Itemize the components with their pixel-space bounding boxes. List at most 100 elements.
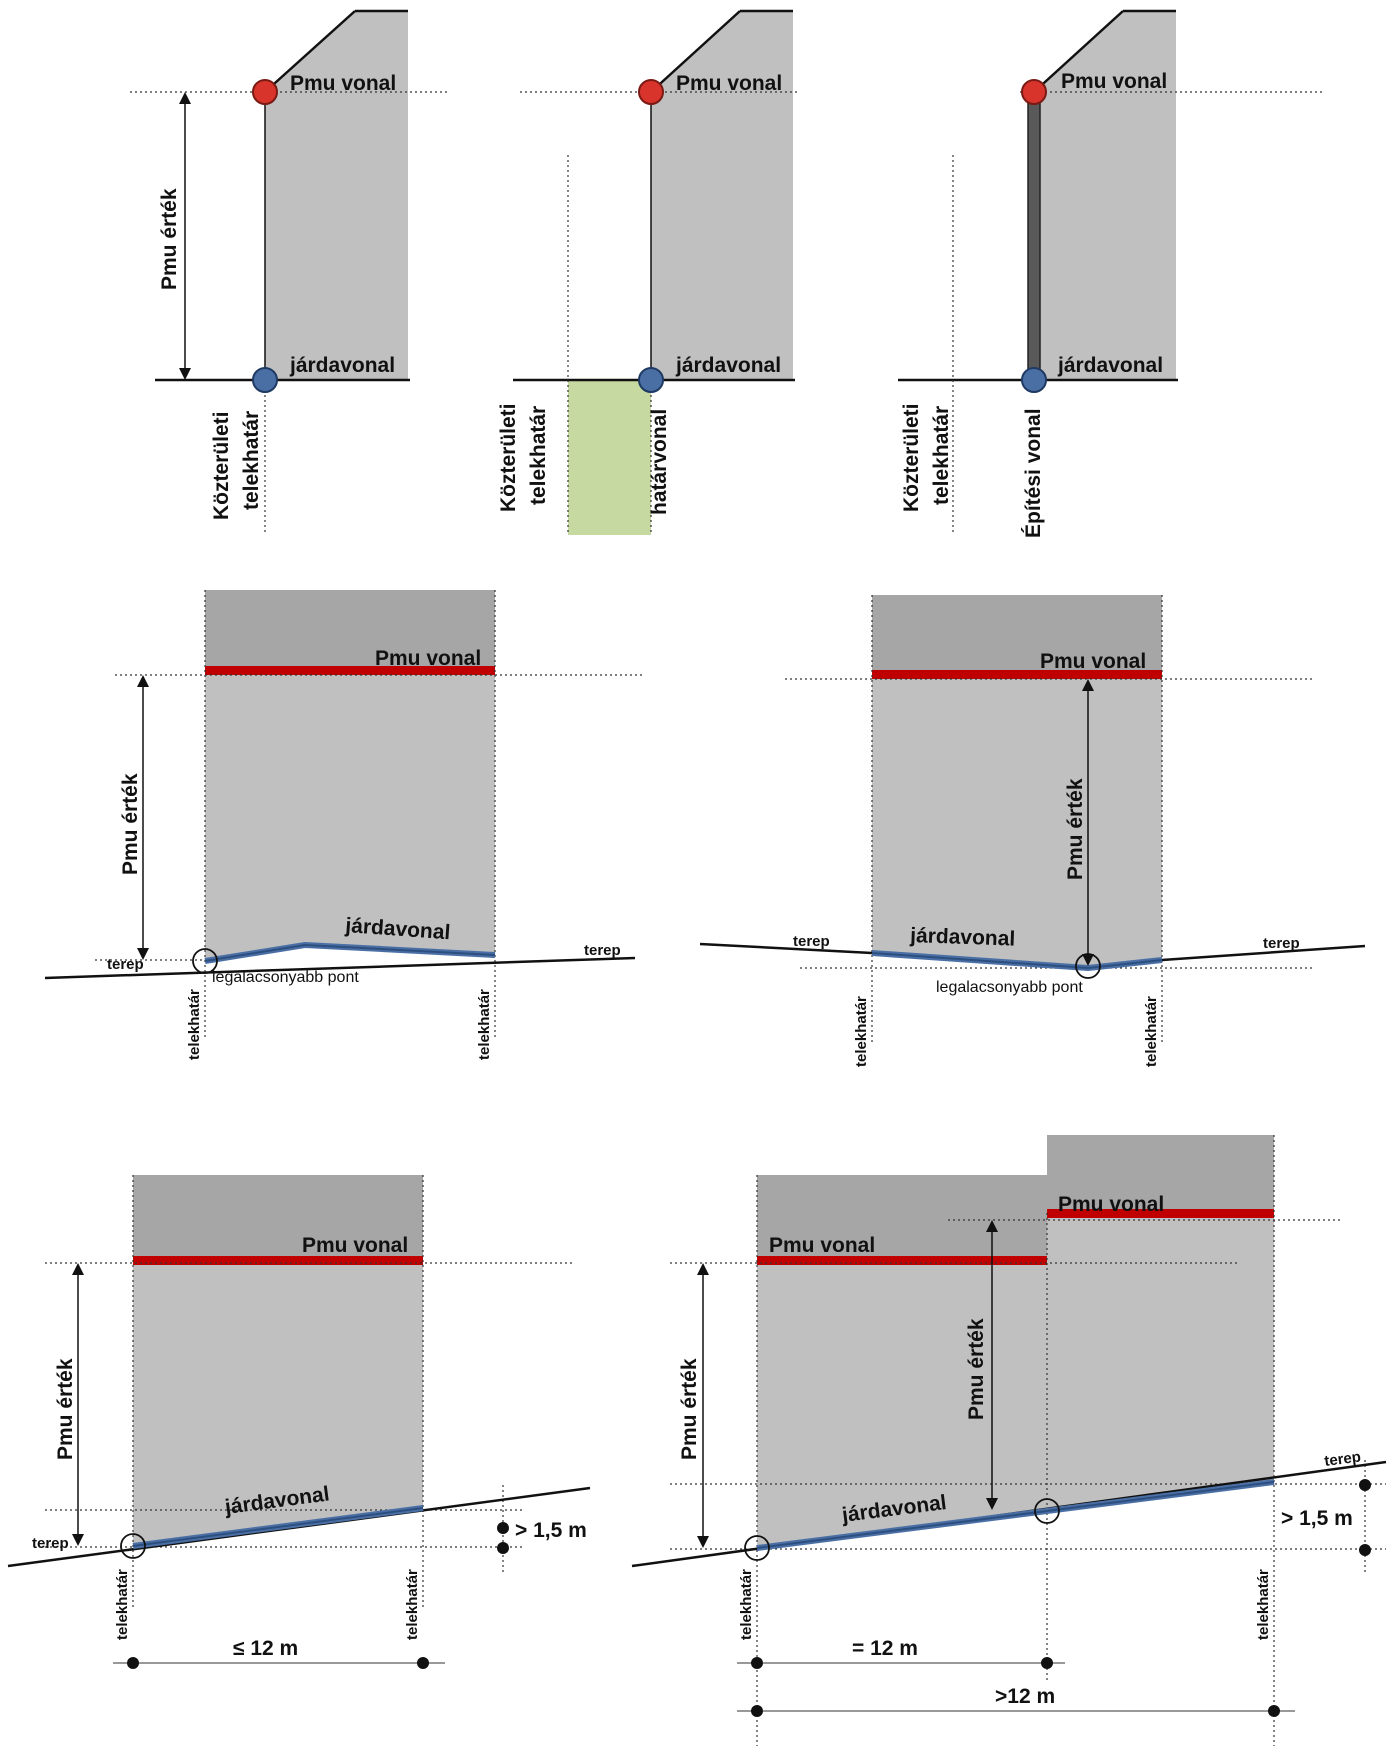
kozteruleti-label: Közterületi bbox=[210, 411, 233, 520]
jardavonal-label: járdavonal bbox=[675, 354, 781, 377]
panel-2: Pmu vonal járdavonal Közterületi telekha… bbox=[497, 9, 800, 535]
height-dot-top bbox=[497, 1522, 509, 1534]
lowest-point bbox=[744, 1535, 770, 1561]
pmu-ertek-label: Pmu érték bbox=[119, 773, 142, 875]
telekhatar-right-label: telekhatár bbox=[476, 989, 493, 1060]
epitesi-vonal-label: Építési vonal bbox=[1022, 408, 1045, 538]
building-upper-left bbox=[757, 1175, 1047, 1261]
height-dot-bottom bbox=[497, 1542, 509, 1554]
building bbox=[1034, 11, 1176, 380]
pmu-ertek-label: Pmu érték bbox=[54, 1358, 77, 1460]
pmu-vonal-label: Pmu vonal bbox=[1040, 650, 1146, 673]
arrow-down bbox=[1082, 954, 1094, 966]
building bbox=[133, 1261, 423, 1545]
pmu-vonal-label: Pmu vonal bbox=[375, 647, 481, 670]
building bbox=[265, 11, 408, 380]
jardavonal-label: járdavonal bbox=[1057, 354, 1163, 377]
building-upper bbox=[872, 595, 1162, 675]
facade-wall bbox=[1027, 91, 1041, 381]
terep-label-right: terep bbox=[1263, 935, 1300, 952]
roof-line bbox=[264, 10, 356, 93]
terep-label-right: terep bbox=[584, 942, 621, 959]
lowest-point-label: legalacsonyabb pont bbox=[936, 979, 1083, 996]
height-diff-label: > 1,5 m bbox=[515, 1519, 587, 1542]
pmu-ertek-label: Pmu érték bbox=[158, 188, 181, 290]
arrow-up bbox=[72, 1263, 84, 1275]
jardavonal-label: járdavonal bbox=[289, 354, 395, 377]
telekhatar-left-label: telekhatár bbox=[114, 1569, 131, 1640]
eq-12-label: = 12 m bbox=[852, 1637, 918, 1660]
arrow-up bbox=[179, 92, 191, 104]
hatarvonal-label: határvonal bbox=[648, 409, 671, 515]
building bbox=[757, 1213, 1274, 1548]
width-label: ≤ 12 m bbox=[233, 1637, 298, 1660]
height-dot-top bbox=[1359, 1479, 1371, 1491]
building-upper bbox=[205, 590, 495, 670]
telekhatar-right-label: telekhatár bbox=[1255, 1569, 1272, 1640]
arrow-down bbox=[137, 948, 149, 960]
arrow-down bbox=[72, 1534, 84, 1546]
terep-label-left: terep bbox=[107, 956, 144, 973]
panel-4: Pmu érték Pmu vonal járdavonal terep ter… bbox=[44, 590, 645, 1060]
terep-label-left: terep bbox=[793, 933, 830, 950]
pmu-vonal-label: Pmu vonal bbox=[1061, 70, 1167, 93]
jarda-point bbox=[1021, 367, 1047, 393]
pmu-ertek-label-left: Pmu érték bbox=[678, 1358, 701, 1460]
jardavonal-label: járdavonal bbox=[909, 924, 1016, 951]
jarda-point bbox=[638, 367, 664, 393]
arrow-up bbox=[137, 675, 149, 687]
roof-line bbox=[650, 10, 741, 93]
pmu-vonal-label-right: Pmu vonal bbox=[1058, 1193, 1164, 1216]
jardavonal-core bbox=[756, 1481, 1275, 1549]
terep-line bbox=[44, 956, 636, 980]
telekhatar-label: telekhatár bbox=[527, 406, 550, 505]
pmu-line bbox=[133, 1256, 423, 1265]
building bbox=[872, 675, 1162, 968]
jarda-point bbox=[252, 367, 278, 393]
jardavonal-core bbox=[132, 1507, 424, 1547]
building-upper-right bbox=[1047, 1135, 1274, 1213]
pmu-vonal-label: Pmu vonal bbox=[290, 72, 396, 95]
panel-3: Pmu vonal járdavonal Közterületi telekha… bbox=[898, 9, 1323, 538]
pmu-point bbox=[252, 79, 278, 105]
height-diff-label: > 1,5 m bbox=[1281, 1507, 1353, 1530]
pmu-ertek-label: Pmu érték bbox=[1064, 778, 1087, 880]
lowest-point bbox=[120, 1533, 146, 1559]
pmu-vonal-label-left: Pmu vonal bbox=[769, 1234, 875, 1257]
terep-label: terep bbox=[32, 1535, 69, 1552]
lowest-point bbox=[192, 948, 218, 974]
telekhatar-left-label: telekhatár bbox=[853, 996, 870, 1067]
pmu-point bbox=[638, 79, 664, 105]
jardavonal-core bbox=[204, 943, 496, 962]
eq-12-dot-right bbox=[1041, 1657, 1053, 1669]
pmu-vonal-label: Pmu vonal bbox=[676, 72, 782, 95]
telekhatar-right-label: telekhatár bbox=[1143, 996, 1160, 1067]
terep-line-right bbox=[1161, 944, 1366, 962]
panel-5: Pmu érték Pmu vonal járdavonal terep ter… bbox=[699, 595, 1366, 1067]
lowest-point-label: legalacsonyabb pont bbox=[212, 969, 359, 986]
panel-7: Pmu érték Pmu érték Pmu vonal Pmu vonal … bbox=[631, 1135, 1387, 1746]
gt-12-label: >12 m bbox=[995, 1685, 1055, 1708]
eq-12-dot-left bbox=[751, 1657, 763, 1669]
telekhatar-label: telekhatár bbox=[240, 411, 263, 510]
pmu-line bbox=[872, 670, 1162, 679]
arrow-up-right bbox=[986, 1220, 998, 1232]
gt-12-dot-left bbox=[751, 1705, 763, 1717]
front-garden bbox=[568, 380, 651, 535]
height-dot-bottom bbox=[1359, 1544, 1371, 1556]
pmu-line bbox=[205, 666, 495, 675]
pmu-line-right bbox=[1047, 1209, 1274, 1218]
width-dot-right bbox=[417, 1657, 429, 1669]
jardavonal-core bbox=[871, 952, 1163, 970]
telekhatar-left-label: telekhatár bbox=[738, 1569, 755, 1640]
panel-6: Pmu érték Pmu vonal járdavonal terep > 1… bbox=[7, 1175, 591, 1669]
roof-line bbox=[1033, 10, 1124, 93]
arrow-up-left bbox=[697, 1263, 709, 1275]
building bbox=[651, 11, 793, 380]
kozteruleti-label: Közterületi bbox=[497, 403, 520, 512]
arrow-up bbox=[1082, 679, 1094, 691]
arrow-down bbox=[179, 368, 191, 380]
twelve-m-point bbox=[1034, 1498, 1060, 1524]
gt-12-dot-right bbox=[1268, 1705, 1280, 1717]
